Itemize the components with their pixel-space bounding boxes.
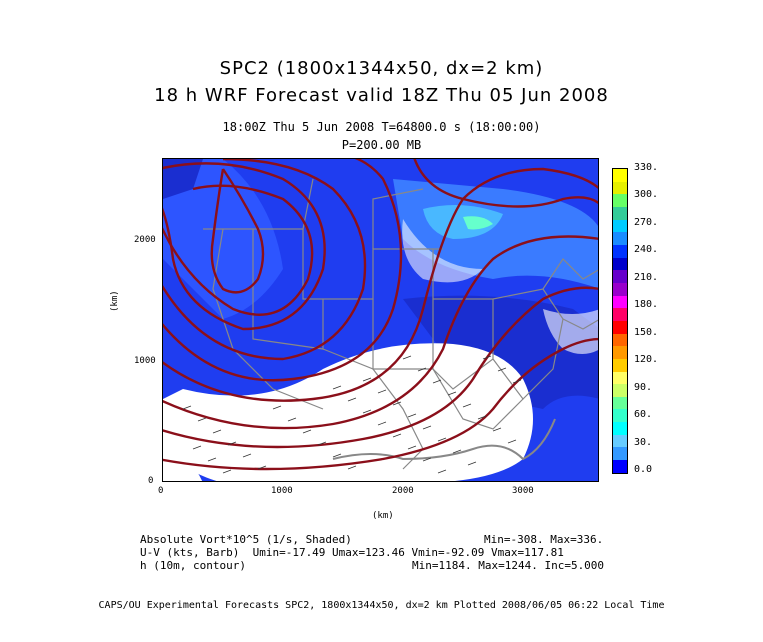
vorticity-patch bbox=[423, 205, 503, 239]
field1-label: Absolute Vort*10^5 (1/s, Shaded) bbox=[140, 533, 352, 546]
colorbar-tick-label: 60. bbox=[634, 409, 653, 421]
colorbar-tick-label: 240. bbox=[634, 244, 659, 256]
valid-time-label: 18:00Z Thu 5 Jun 2008 T=64800.0 s (18:00… bbox=[222, 120, 541, 134]
colorbar-tick-label: 330. bbox=[634, 162, 659, 173]
colorbar-segment bbox=[613, 206, 627, 220]
colorbar-segment bbox=[613, 460, 627, 473]
colorbar-segment bbox=[613, 346, 627, 359]
colorbar-segment bbox=[613, 295, 627, 309]
colorbar-segment bbox=[613, 358, 627, 372]
colorbar-tick-label: 90. bbox=[634, 381, 653, 393]
colorbar-segment bbox=[613, 434, 627, 448]
colorbar-segment bbox=[613, 384, 627, 397]
colorbar-segment bbox=[613, 396, 627, 410]
colorbar-segment bbox=[613, 320, 627, 334]
x-tick-label: 2000 bbox=[392, 486, 414, 496]
colorbar-segment bbox=[613, 219, 627, 233]
colorbar-segment bbox=[613, 244, 627, 258]
wind-barbs bbox=[182, 355, 522, 474]
colorbar-tick-label: 180. bbox=[634, 299, 659, 311]
plot-title-line1: SPC2 (1800x1344x50, dx=2 km) bbox=[219, 58, 544, 79]
plot-title-line2: 18 h WRF Forecast valid 18Z Thu 05 Jun 2… bbox=[154, 85, 609, 106]
colorbar-segment bbox=[613, 447, 627, 461]
field3-range: Min=1184. Max=1244. Inc=5.000 bbox=[412, 559, 605, 572]
colorbar-segment bbox=[613, 371, 627, 385]
colorbar-segment bbox=[613, 181, 627, 195]
colorbar bbox=[612, 168, 628, 474]
y-tick-label: 0 bbox=[148, 476, 154, 486]
field1-range: Min=-308. Max=336. bbox=[484, 533, 604, 546]
y-tick-label: 2000 bbox=[134, 235, 156, 245]
colorbar-segment bbox=[613, 409, 627, 423]
pressure-level-label: P=200.00 MB bbox=[341, 138, 422, 152]
y-tick-label: 1000 bbox=[134, 356, 156, 366]
vorticity-patch bbox=[463, 216, 493, 230]
colorbar-tick-label: 270. bbox=[634, 216, 659, 228]
colorbar-tick-label: 120. bbox=[634, 354, 659, 366]
colorbar-segment bbox=[613, 270, 627, 283]
colorbar-tick-label: 150. bbox=[634, 326, 659, 338]
forecast-map bbox=[163, 159, 598, 481]
map-plot-area bbox=[162, 158, 599, 482]
coastline bbox=[332, 418, 556, 461]
field2-label: U-V (kts, Barb) Umin=-17.49 Umax=123.46 … bbox=[140, 546, 564, 559]
y-axis-label: (km) bbox=[110, 290, 120, 312]
colorbar-segment bbox=[613, 194, 627, 207]
colorbar-segment bbox=[613, 308, 627, 321]
colorbar-tick-label: 0.0 bbox=[634, 464, 653, 475]
footer-credits: CAPS/OU Experimental Forecasts SPC2, 180… bbox=[98, 600, 665, 611]
x-tick-label: 3000 bbox=[512, 486, 534, 496]
colorbar-segment bbox=[613, 257, 627, 271]
height-contours bbox=[163, 159, 598, 471]
colorbar-segment bbox=[613, 282, 627, 296]
x-axis-label: (km) bbox=[372, 511, 394, 521]
colorbar-tick-label: 30. bbox=[634, 436, 653, 448]
colorbar-tick-label: 210. bbox=[634, 271, 659, 283]
colorbar-segment bbox=[613, 169, 627, 182]
low-vorticity-region bbox=[543, 309, 598, 354]
colorbar-segment bbox=[613, 422, 627, 435]
low-vorticity-region bbox=[163, 439, 203, 481]
field3-label: h (10m, contour) bbox=[140, 559, 246, 572]
colorbar-segment bbox=[613, 232, 627, 245]
colorbar-segment bbox=[613, 333, 627, 347]
low-vorticity-region bbox=[402, 219, 483, 283]
x-tick-label: 1000 bbox=[271, 486, 293, 496]
x-tick-label: 0 bbox=[158, 486, 164, 496]
colorbar-tick-label: 300. bbox=[634, 189, 659, 201]
